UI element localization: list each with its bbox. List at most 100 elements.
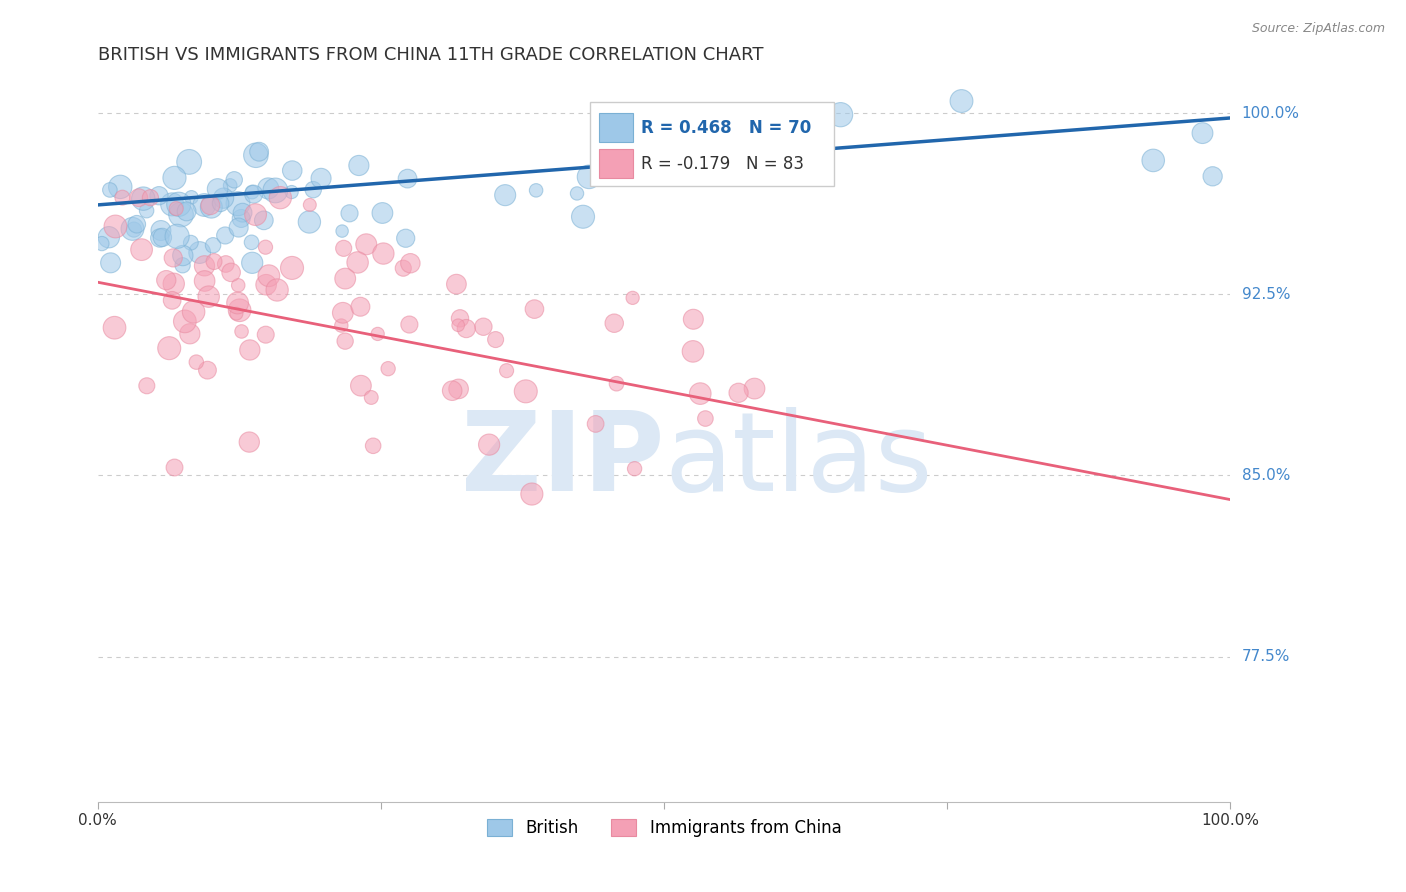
Point: [356, 237, 378, 252]
Point: [253, 213, 276, 227]
Point: [139, 191, 162, 205]
Point: [689, 155, 711, 169]
Point: [225, 307, 247, 321]
Point: [247, 145, 270, 159]
Point: [121, 222, 143, 236]
Point: [623, 461, 645, 475]
Point: [188, 245, 211, 260]
Point: [281, 260, 304, 275]
Point: [603, 316, 626, 330]
Point: [367, 326, 389, 341]
Point: [447, 382, 470, 396]
Point: [339, 206, 361, 220]
Point: [240, 256, 263, 270]
Point: [399, 256, 422, 270]
Point: [242, 187, 264, 202]
Point: [298, 215, 321, 229]
Point: [200, 198, 222, 212]
Point: [298, 198, 321, 212]
Text: atlas: atlas: [664, 408, 932, 515]
Point: [520, 487, 543, 501]
FancyBboxPatch shape: [599, 149, 634, 178]
Point: [162, 251, 184, 265]
Point: [1191, 126, 1213, 140]
Text: 77.5%: 77.5%: [1241, 649, 1289, 665]
Point: [150, 230, 173, 244]
Text: Source: ZipAtlas.com: Source: ZipAtlas.com: [1251, 22, 1385, 36]
Point: [254, 240, 277, 254]
Point: [398, 318, 420, 332]
Point: [128, 191, 150, 205]
Point: [350, 378, 373, 392]
Point: [155, 273, 177, 287]
Point: [163, 170, 186, 185]
Legend: British, Immigrants from China: British, Immigrants from China: [479, 813, 848, 844]
Point: [281, 163, 304, 178]
Point: [173, 314, 195, 328]
Text: R = -0.179   N = 83: R = -0.179 N = 83: [641, 155, 804, 173]
Point: [226, 296, 249, 310]
Point: [621, 291, 644, 305]
Point: [226, 278, 249, 293]
Point: [695, 411, 717, 425]
Point: [302, 183, 325, 197]
Point: [240, 185, 263, 199]
Point: [1201, 169, 1223, 184]
Point: [245, 208, 267, 222]
FancyBboxPatch shape: [591, 103, 834, 186]
Point: [332, 306, 354, 320]
Point: [240, 235, 263, 250]
Point: [207, 182, 229, 196]
Point: [160, 293, 183, 308]
Point: [347, 159, 370, 173]
Point: [335, 271, 357, 285]
Point: [167, 197, 190, 211]
Point: [472, 319, 495, 334]
Point: [371, 206, 394, 220]
Point: [135, 203, 157, 218]
Point: [264, 184, 287, 198]
Point: [226, 196, 249, 211]
Point: [180, 235, 202, 250]
Point: [449, 311, 471, 326]
Point: [523, 302, 546, 317]
Point: [103, 320, 125, 334]
Point: [744, 382, 766, 396]
Point: [232, 205, 254, 219]
Point: [224, 173, 246, 187]
Point: [131, 243, 153, 257]
Point: [231, 325, 253, 339]
Point: [524, 183, 547, 197]
Point: [163, 277, 186, 291]
Point: [254, 327, 277, 342]
Point: [269, 191, 291, 205]
Point: [98, 183, 121, 197]
Point: [135, 378, 157, 392]
Point: [682, 344, 704, 359]
Point: [484, 333, 506, 347]
Point: [214, 228, 236, 243]
Point: [349, 300, 371, 314]
Point: [254, 277, 277, 292]
Point: [200, 200, 222, 214]
Point: [215, 257, 238, 271]
Point: [572, 210, 595, 224]
Point: [396, 171, 419, 186]
Text: R = 0.468   N = 70: R = 0.468 N = 70: [641, 119, 811, 136]
Point: [239, 343, 262, 357]
Point: [231, 211, 253, 226]
Text: 92.5%: 92.5%: [1241, 287, 1291, 301]
Point: [830, 108, 852, 122]
Point: [219, 178, 242, 193]
FancyBboxPatch shape: [599, 113, 634, 142]
Text: 85.0%: 85.0%: [1241, 468, 1289, 483]
Point: [183, 305, 205, 319]
Point: [392, 261, 415, 276]
Point: [395, 231, 418, 245]
Point: [228, 303, 250, 318]
Point: [160, 197, 183, 211]
Point: [377, 361, 399, 376]
Point: [212, 191, 235, 205]
Point: [197, 290, 219, 304]
Point: [333, 334, 356, 348]
